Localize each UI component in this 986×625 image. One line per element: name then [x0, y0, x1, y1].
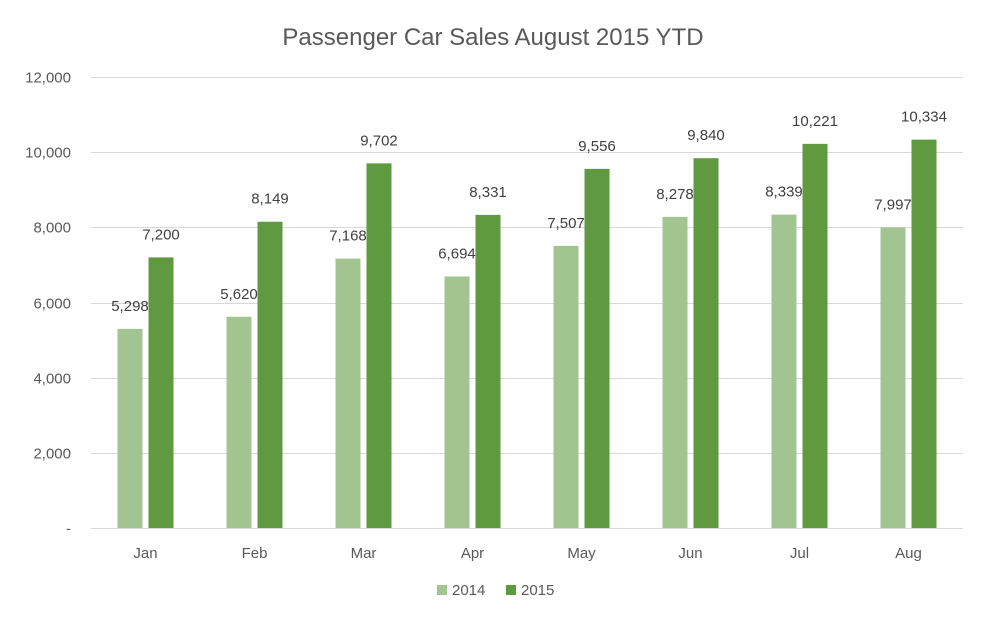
- bar-2015-may: [584, 168, 610, 528]
- bar-2014-jul: [771, 214, 797, 528]
- data-label-2014-mar: 7,168: [329, 228, 367, 245]
- bar-2014-jun: [662, 216, 688, 528]
- bar-2015-mar: [366, 163, 392, 528]
- bar-2015-jul: [802, 143, 828, 528]
- data-label-2014-aug: 7,997: [874, 196, 912, 213]
- bar-2014-apr: [444, 276, 470, 528]
- y-tick-label: 4,000: [33, 371, 71, 388]
- x-tick-label: Aug: [895, 545, 922, 562]
- x-tick-label: Mar: [351, 545, 377, 562]
- chart-title: Passenger Car Sales August 2015 YTD: [282, 24, 703, 51]
- y-tick-label: -: [66, 521, 71, 538]
- x-axis: Jan Feb Mar Apr May Jun Jul Aug: [133, 545, 921, 562]
- y-axis: - 2,000 4,000 6,000 8,000 10,000 12,000: [25, 70, 71, 538]
- data-label-2015-jun: 9,840: [687, 127, 725, 144]
- y-tick-label: 12,000: [25, 70, 71, 87]
- bar-2015-apr: [475, 214, 501, 528]
- data-label-2015-may: 9,556: [578, 138, 616, 155]
- data-label-2014-jul: 8,339: [765, 184, 803, 201]
- legend-label-2014: 2014: [452, 582, 485, 599]
- legend-swatch-2015: [506, 585, 516, 595]
- y-tick-label: 10,000: [25, 145, 71, 162]
- bar-2014-jan: [117, 328, 143, 528]
- data-label-2015-mar: 9,702: [360, 132, 398, 149]
- data-label-2014-may: 7,507: [547, 215, 585, 232]
- bar-2014-mar: [335, 258, 361, 528]
- gridlines: [91, 77, 963, 529]
- bar-2014-feb: [226, 316, 252, 528]
- legend-swatch-2014: [437, 585, 447, 595]
- bar-2014-may: [553, 245, 579, 528]
- data-label-2015-feb: 8,149: [251, 191, 289, 208]
- data-label-2015-apr: 8,331: [469, 184, 507, 201]
- data-label-2015-jan: 7,200: [142, 226, 180, 243]
- bars: [117, 139, 937, 529]
- x-tick-label: Jan: [133, 545, 157, 562]
- y-tick-label: 8,000: [33, 220, 71, 237]
- data-label-2014-feb: 5,620: [220, 286, 258, 303]
- bar-2015-jun: [693, 158, 719, 528]
- data-labels: 5,298 7,200 5,620 8,149 7,168 9,702 6,694 8,331…: [111, 109, 947, 315]
- x-tick-label: Feb: [242, 545, 268, 562]
- bar-2015-jan: [148, 257, 174, 528]
- data-label-2015-aug: 10,334: [901, 109, 947, 126]
- bar-2014-aug: [880, 227, 906, 528]
- legend-label-2015: 2015: [521, 582, 554, 599]
- legend: 2014 2015: [437, 582, 554, 599]
- y-tick-label: 6,000: [33, 296, 71, 313]
- data-label-2014-jun: 8,278: [656, 186, 694, 203]
- y-tick-label: 2,000: [33, 446, 71, 463]
- x-tick-label: May: [567, 545, 596, 562]
- x-tick-label: Jul: [790, 545, 809, 562]
- bar-2015-feb: [257, 221, 283, 529]
- data-label-2014-apr: 6,694: [438, 245, 476, 262]
- data-label-2015-jul: 10,221: [792, 113, 838, 130]
- bar-2015-aug: [911, 139, 937, 528]
- data-label-2014-jan: 5,298: [111, 298, 149, 315]
- x-tick-label: Apr: [461, 545, 484, 562]
- x-tick-label: Jun: [678, 545, 702, 562]
